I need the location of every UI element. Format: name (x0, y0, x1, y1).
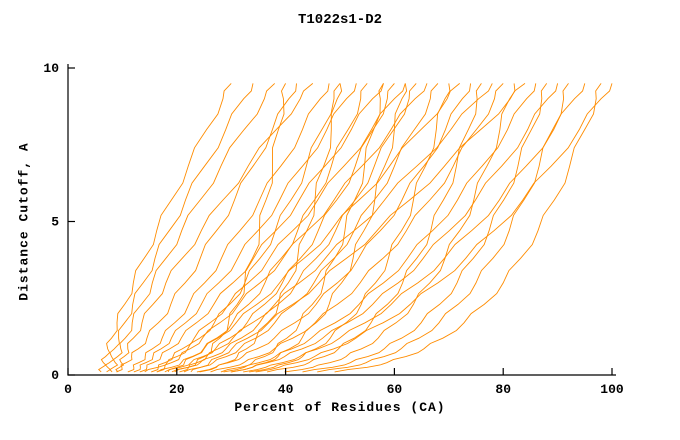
x-tick-label: 100 (600, 382, 624, 397)
model-curve (127, 83, 330, 373)
model-curve (144, 83, 341, 373)
model-curve (199, 83, 343, 373)
x-tick-label: 60 (387, 382, 403, 397)
model-curve (156, 83, 428, 373)
x-tick-label: 0 (64, 382, 72, 397)
y-tick-label: 5 (51, 215, 59, 230)
chart-title: T1022s1-D2 (297, 12, 382, 28)
x-axis-title: Percent of Residues (CA) (234, 400, 446, 415)
y-tick-label: 0 (51, 368, 59, 383)
model-curve (156, 83, 368, 373)
model-curve (230, 83, 559, 373)
model-curve (174, 83, 286, 373)
model-curve (249, 83, 451, 373)
model-curve (171, 83, 417, 373)
model-curve (133, 83, 357, 373)
x-tick-label: 40 (278, 382, 294, 397)
model-curve (151, 83, 406, 373)
model-curve (167, 83, 460, 373)
model-curve (115, 83, 314, 373)
model-curve (223, 83, 537, 373)
model-curve (267, 83, 482, 373)
model-curve (284, 83, 516, 373)
model-curve (210, 83, 504, 373)
model-curve (220, 83, 384, 373)
model-curve (139, 83, 384, 373)
model-curve (196, 83, 472, 373)
x-tick-label: 80 (495, 382, 511, 397)
model-curve (183, 83, 439, 373)
x-tick-label: 20 (169, 382, 185, 397)
model-curve (109, 83, 276, 373)
model-curve (190, 83, 526, 373)
model-curve (231, 83, 408, 373)
model-curve (179, 83, 493, 373)
model-curve (116, 83, 297, 373)
model-curve (302, 83, 548, 373)
model-curve (97, 83, 232, 373)
model-curve (255, 83, 613, 373)
model-curve (317, 83, 569, 373)
axes (67, 64, 616, 376)
model-curve (243, 83, 586, 373)
model-curve (334, 83, 602, 373)
y-tick-label: 10 (43, 61, 59, 76)
